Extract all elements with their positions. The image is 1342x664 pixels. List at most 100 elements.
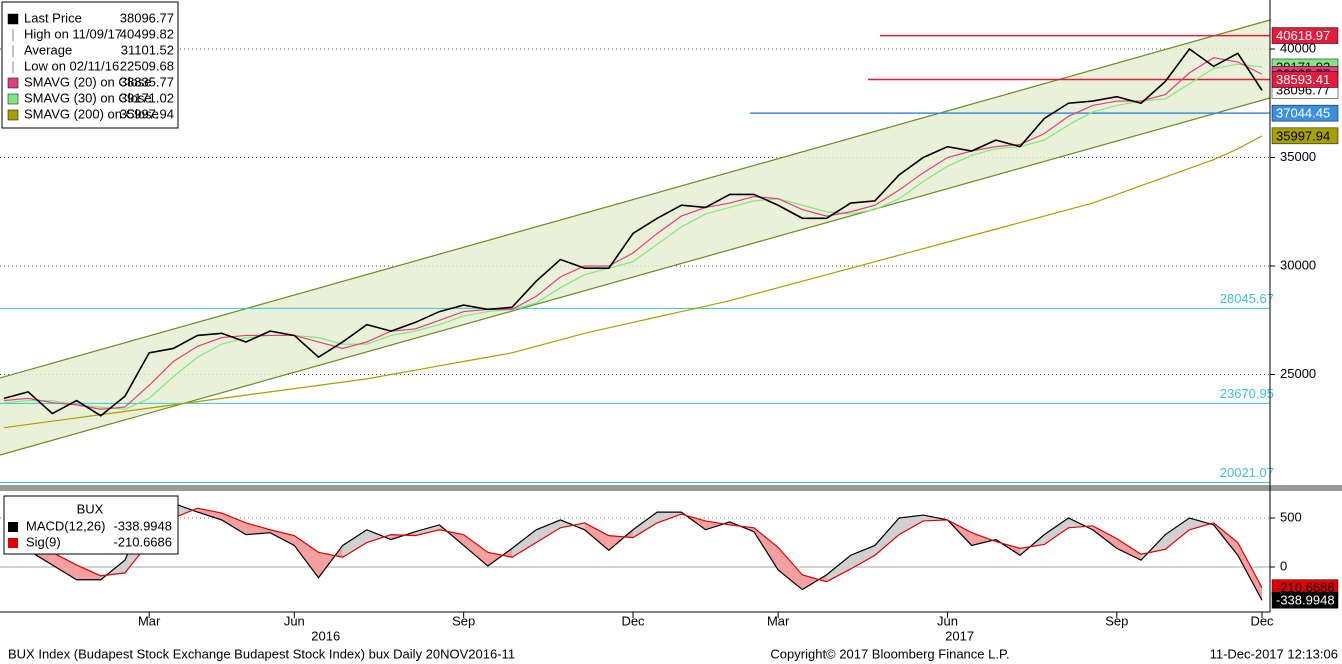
macd-fill xyxy=(1044,517,1069,545)
macd-fill xyxy=(173,503,198,518)
value-box xyxy=(1271,104,1339,122)
macd-fill xyxy=(366,529,392,543)
legend-label: SMAVG (200) on Close xyxy=(24,106,159,121)
x-year-label: 2017 xyxy=(945,628,974,643)
legend-label: Last Price xyxy=(24,10,82,25)
footer-left: BUX Index (Budapest Stock Exchange Budap… xyxy=(8,646,515,661)
macd-fill xyxy=(1237,542,1262,601)
macd-fill xyxy=(512,529,537,558)
y-tick-label: 25000 xyxy=(1280,366,1316,381)
legend-value: 39171.02 xyxy=(120,90,174,105)
value-box xyxy=(1271,71,1339,88)
legend-value: 31101.52 xyxy=(121,42,174,57)
legend-label: SMAVG (20) on Close xyxy=(24,74,152,89)
value-box xyxy=(1271,591,1339,609)
x-year-label: 2016 xyxy=(311,628,340,643)
value-box xyxy=(1271,127,1339,145)
legend-value: -210.6686 xyxy=(113,534,172,549)
value-box-label: -210.6686 xyxy=(1276,580,1335,595)
y-tick-label: 40000 xyxy=(1280,40,1316,55)
legend-value: 35997.94 xyxy=(120,106,174,121)
legend-label: Sig(9) xyxy=(26,534,61,549)
y-tick-label: 500 xyxy=(1280,509,1302,524)
macd-fill xyxy=(270,529,295,546)
horizontal-line-label: 23670.95 xyxy=(1220,386,1274,401)
x-tick-label: Mar xyxy=(767,613,790,628)
legend-swatch xyxy=(7,13,19,25)
value-box-label: 40618.97 xyxy=(1276,28,1330,43)
y-tick-label: 0 xyxy=(1280,558,1287,573)
main-panel xyxy=(0,19,1270,484)
macd-fill xyxy=(294,535,319,578)
panel-separator xyxy=(0,485,1342,491)
footer-center: Copyright© 2017 Bloomberg Finance L.P. xyxy=(770,646,1009,661)
legend-box xyxy=(1,1,179,129)
macd-fill xyxy=(221,513,246,535)
macd-fill xyxy=(415,524,440,536)
value-box-label: 37044.45 xyxy=(1276,106,1330,121)
channel-line xyxy=(0,97,1270,456)
legend-value: 38096.77 xyxy=(120,10,174,25)
value-box-label: 35997.94 xyxy=(1276,128,1330,143)
macd-fill xyxy=(76,565,101,580)
x-tick-label: Sep xyxy=(1105,613,1128,628)
legend-value: 38835.77 xyxy=(120,74,174,89)
x-tick-label: Dec xyxy=(621,613,645,628)
series-line xyxy=(3,135,1263,429)
legend-title: BUX xyxy=(77,501,104,516)
x-tick-label: Jun xyxy=(284,613,305,628)
macd-fill xyxy=(1092,525,1117,549)
legend-box xyxy=(3,495,179,555)
series-line xyxy=(3,57,1263,410)
macd-fill xyxy=(536,519,561,543)
legend-swatch xyxy=(8,538,18,548)
macd-fill xyxy=(826,555,851,582)
macd-fill xyxy=(971,532,996,546)
x-tick-label: Jun xyxy=(937,613,958,628)
macd-fill xyxy=(778,547,803,590)
macd-fill xyxy=(584,522,609,551)
legend-swatch xyxy=(7,93,19,105)
legend-swatch xyxy=(8,522,18,532)
macd-fill xyxy=(1189,517,1214,530)
y-tick-label: 30000 xyxy=(1280,257,1316,272)
value-box-label: 38593.41 xyxy=(1276,72,1330,87)
macd-fill xyxy=(874,517,900,556)
legend-label: Average xyxy=(24,42,72,57)
x-tick-label: Mar xyxy=(138,613,161,628)
legend-label: SMAVG (30) on Close xyxy=(24,90,152,105)
macd-line xyxy=(3,502,1263,601)
macd-fill xyxy=(342,529,367,558)
macd-fill xyxy=(245,522,271,535)
y-tick-label: 35000 xyxy=(1280,149,1316,164)
legend-value: 40499.82 xyxy=(120,26,174,41)
macd-fill xyxy=(633,512,658,538)
legend-value: -338.9948 xyxy=(113,518,172,533)
macd-fill xyxy=(899,515,924,535)
legend-value: 22509.68 xyxy=(120,58,174,73)
x-tick-label: Sep xyxy=(452,613,475,628)
macd-fill xyxy=(1116,538,1142,561)
macd-fill xyxy=(850,545,875,569)
value-box xyxy=(1271,27,1339,44)
macd-line xyxy=(3,507,1263,588)
footer-right: 11-Dec-2017 12:13:06 xyxy=(1210,646,1338,661)
value-box-label: -338.9948 xyxy=(1276,593,1335,608)
macd-fill xyxy=(439,524,464,546)
legend-label: MACD(12,26) xyxy=(26,518,105,533)
series-line xyxy=(3,47,1263,417)
series-line xyxy=(3,63,1263,410)
channel-fill xyxy=(0,20,1270,456)
legend-label: High on 11/09/17 xyxy=(24,26,122,41)
macd-fill xyxy=(52,552,77,580)
x-tick-label: Dec xyxy=(1250,613,1274,628)
macd-fill xyxy=(463,534,488,567)
macd-fill xyxy=(1165,517,1190,550)
horizontal-line-label: 20021.07 xyxy=(1220,465,1274,480)
macd-fill xyxy=(197,508,222,520)
legend-swatch xyxy=(7,77,19,89)
legend-label: Low on 02/11/16 xyxy=(24,58,119,73)
legend-swatch xyxy=(7,109,19,121)
